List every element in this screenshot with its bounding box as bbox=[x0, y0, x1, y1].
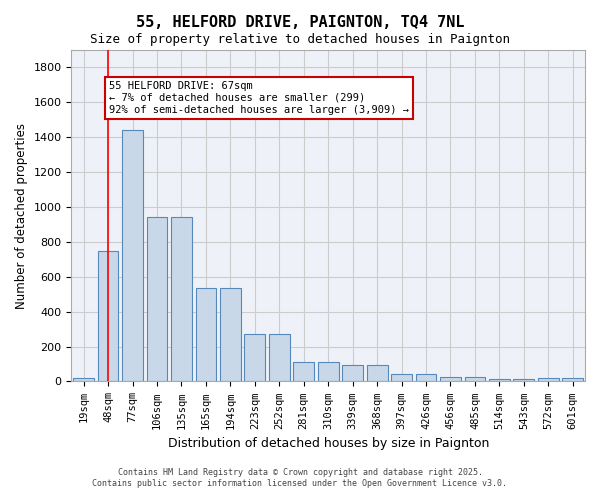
Text: Size of property relative to detached houses in Paignton: Size of property relative to detached ho… bbox=[90, 32, 510, 46]
Bar bbox=[196, 288, 217, 382]
Bar bbox=[342, 365, 363, 382]
Bar bbox=[440, 377, 461, 382]
Bar bbox=[464, 377, 485, 382]
X-axis label: Distribution of detached houses by size in Paignton: Distribution of detached houses by size … bbox=[167, 437, 489, 450]
Bar bbox=[367, 365, 388, 382]
Y-axis label: Number of detached properties: Number of detached properties bbox=[15, 122, 28, 308]
Bar bbox=[538, 378, 559, 382]
Bar bbox=[98, 252, 118, 382]
Bar bbox=[514, 379, 534, 382]
Bar bbox=[220, 288, 241, 382]
Text: Contains HM Land Registry data © Crown copyright and database right 2025.
Contai: Contains HM Land Registry data © Crown c… bbox=[92, 468, 508, 487]
Bar bbox=[318, 362, 338, 382]
Bar bbox=[269, 334, 290, 382]
Text: 55 HELFORD DRIVE: 67sqm
← 7% of detached houses are smaller (299)
92% of semi-de: 55 HELFORD DRIVE: 67sqm ← 7% of detached… bbox=[109, 82, 409, 114]
Bar bbox=[122, 130, 143, 382]
Bar bbox=[489, 379, 510, 382]
Bar bbox=[562, 378, 583, 382]
Bar bbox=[391, 374, 412, 382]
Bar bbox=[146, 216, 167, 382]
Bar bbox=[244, 334, 265, 382]
Bar bbox=[293, 362, 314, 382]
Bar bbox=[171, 216, 192, 382]
Text: 55, HELFORD DRIVE, PAIGNTON, TQ4 7NL: 55, HELFORD DRIVE, PAIGNTON, TQ4 7NL bbox=[136, 15, 464, 30]
Bar bbox=[73, 378, 94, 382]
Bar bbox=[416, 374, 436, 382]
